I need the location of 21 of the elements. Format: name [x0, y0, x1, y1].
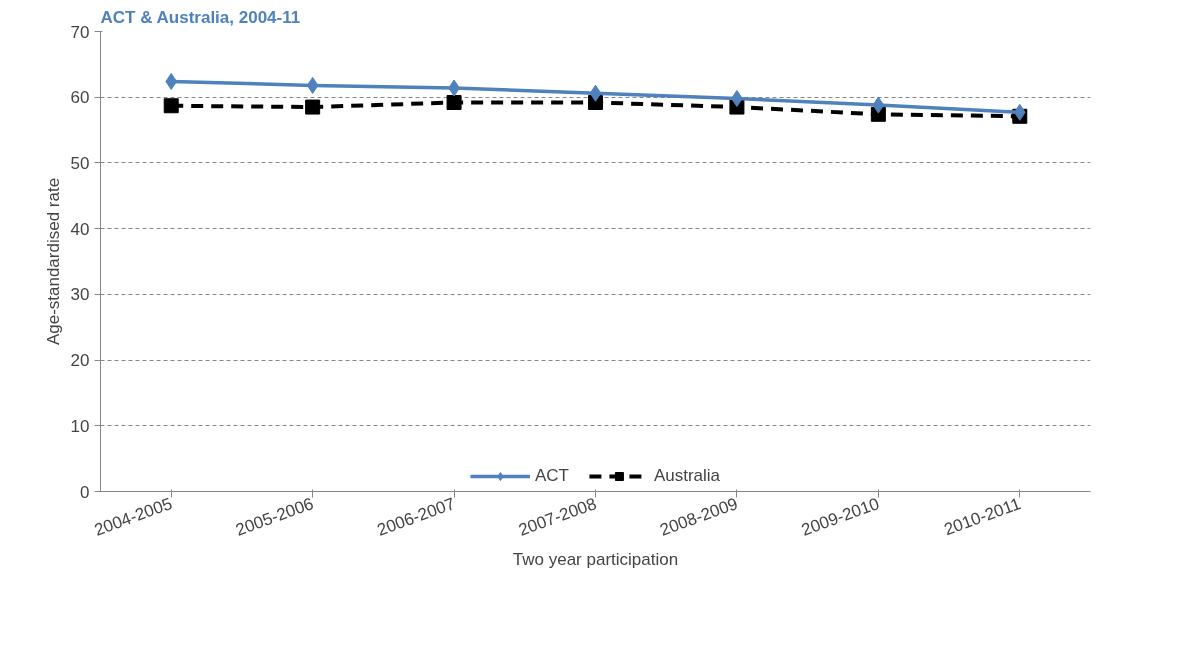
point: [305, 99, 321, 115]
y-tick-label: 40: [70, 219, 90, 239]
y-tick-label: 20: [70, 351, 90, 371]
y-tick-label: 0: [80, 482, 90, 502]
x-axis-title: Two year participation: [512, 549, 679, 569]
y-tick-label: 30: [70, 285, 90, 305]
legend-label: ACT: [534, 466, 569, 486]
point: [446, 94, 462, 110]
y-axis-title: Age-standardised rate: [43, 177, 63, 346]
point: [306, 76, 319, 94]
y-tick-label: 70: [70, 22, 90, 42]
legend-label: Australia: [653, 466, 721, 486]
y-tick-label: 60: [70, 88, 90, 108]
point: [163, 98, 179, 114]
y-tick-label: 50: [70, 153, 90, 173]
point: [165, 72, 178, 90]
chart-title: ACT & Australia, 2004-11: [100, 7, 301, 27]
point: [872, 96, 885, 114]
point: [1013, 103, 1026, 121]
y-tick-label: 10: [70, 416, 90, 436]
point: [589, 84, 602, 102]
